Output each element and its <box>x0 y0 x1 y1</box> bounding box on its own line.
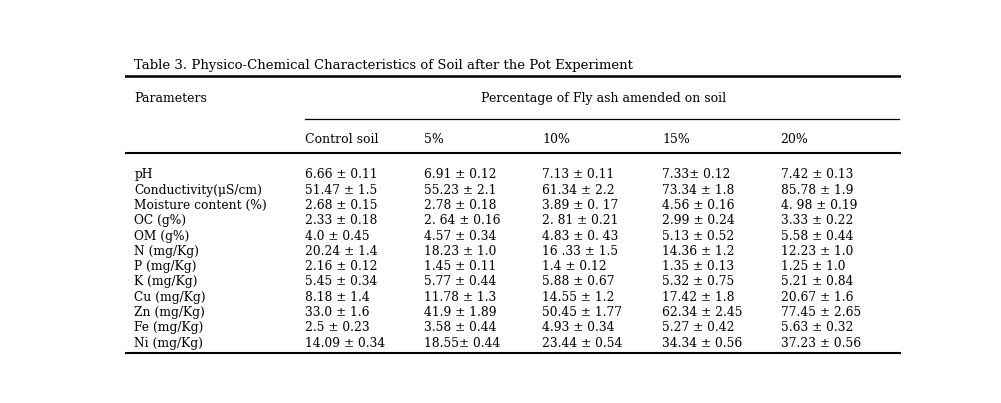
Text: 2.68 ± 0.15: 2.68 ± 0.15 <box>305 199 377 212</box>
Text: 37.23 ± 0.56: 37.23 ± 0.56 <box>781 337 861 349</box>
Text: 11.78 ± 1.3: 11.78 ± 1.3 <box>423 291 496 304</box>
Text: 2.33 ± 0.18: 2.33 ± 0.18 <box>305 214 377 227</box>
Text: 4.83 ± 0. 43: 4.83 ± 0. 43 <box>543 230 619 243</box>
Text: 5.21 ± 0.84: 5.21 ± 0.84 <box>781 275 853 289</box>
Text: 5.13 ± 0.52: 5.13 ± 0.52 <box>662 230 734 243</box>
Text: 2.16 ± 0.12: 2.16 ± 0.12 <box>305 260 377 273</box>
Text: 1.35 ± 0.13: 1.35 ± 0.13 <box>662 260 734 273</box>
Text: 4.56 ± 0.16: 4.56 ± 0.16 <box>662 199 735 212</box>
Text: 3.89 ± 0. 17: 3.89 ± 0. 17 <box>543 199 619 212</box>
Text: 5.63 ± 0.32: 5.63 ± 0.32 <box>781 321 853 334</box>
Text: 10%: 10% <box>543 133 571 146</box>
Text: 50.45 ± 1.77: 50.45 ± 1.77 <box>543 306 623 319</box>
Text: 5%: 5% <box>423 133 443 146</box>
Text: 15%: 15% <box>662 133 690 146</box>
Text: 77.45 ± 2.65: 77.45 ± 2.65 <box>781 306 861 319</box>
Text: OM (g%): OM (g%) <box>134 230 190 243</box>
Text: OC (g%): OC (g%) <box>134 214 186 227</box>
Text: 14.55 ± 1.2: 14.55 ± 1.2 <box>543 291 615 304</box>
Text: 3.33 ± 0.22: 3.33 ± 0.22 <box>781 214 853 227</box>
Text: 16 .33 ± 1.5: 16 .33 ± 1.5 <box>543 245 619 258</box>
Text: Conductivity(μS/cm): Conductivity(μS/cm) <box>134 184 262 197</box>
Text: Table 3. Physico-Chemical Characteristics of Soil after the Pot Experiment: Table 3. Physico-Chemical Characteristic… <box>134 58 634 72</box>
Text: K (mg/Kg): K (mg/Kg) <box>134 275 198 289</box>
Text: 5.32 ± 0.75: 5.32 ± 0.75 <box>662 275 734 289</box>
Text: 61.34 ± 2.2: 61.34 ± 2.2 <box>543 184 616 197</box>
Text: 5.58 ± 0.44: 5.58 ± 0.44 <box>781 230 853 243</box>
Text: 34.34 ± 0.56: 34.34 ± 0.56 <box>662 337 742 349</box>
Text: 1.45 ± 0.11: 1.45 ± 0.11 <box>423 260 496 273</box>
Text: 14.09 ± 0.34: 14.09 ± 0.34 <box>305 337 385 349</box>
Text: 18.55± 0.44: 18.55± 0.44 <box>423 337 500 349</box>
Text: 4. 98 ± 0.19: 4. 98 ± 0.19 <box>781 199 857 212</box>
Text: P (mg/Kg): P (mg/Kg) <box>134 260 197 273</box>
Text: Cu (mg/Kg): Cu (mg/Kg) <box>134 291 206 304</box>
Text: 18.23 ± 1.0: 18.23 ± 1.0 <box>423 245 496 258</box>
Text: 20.24 ± 1.4: 20.24 ± 1.4 <box>305 245 377 258</box>
Text: 4.93 ± 0.34: 4.93 ± 0.34 <box>543 321 615 334</box>
Text: 51.47 ± 1.5: 51.47 ± 1.5 <box>305 184 377 197</box>
Text: 12.23 ± 1.0: 12.23 ± 1.0 <box>781 245 853 258</box>
Text: 5.88 ± 0.67: 5.88 ± 0.67 <box>543 275 615 289</box>
Text: 4.57 ± 0.34: 4.57 ± 0.34 <box>423 230 496 243</box>
Text: 7.13 ± 0.11: 7.13 ± 0.11 <box>543 168 615 181</box>
Text: Parameters: Parameters <box>134 92 207 106</box>
Text: 5.77 ± 0.44: 5.77 ± 0.44 <box>423 275 496 289</box>
Text: 20%: 20% <box>781 133 809 146</box>
Text: 33.0 ± 1.6: 33.0 ± 1.6 <box>305 306 369 319</box>
Text: 23.44 ± 0.54: 23.44 ± 0.54 <box>543 337 623 349</box>
Text: 1.4 ± 0.12: 1.4 ± 0.12 <box>543 260 608 273</box>
Text: Ni (mg/Kg): Ni (mg/Kg) <box>134 337 203 349</box>
Text: 7.33± 0.12: 7.33± 0.12 <box>662 168 731 181</box>
Text: 2.78 ± 0.18: 2.78 ± 0.18 <box>423 199 496 212</box>
Text: 85.78 ± 1.9: 85.78 ± 1.9 <box>781 184 853 197</box>
Text: 2.5 ± 0.23: 2.5 ± 0.23 <box>305 321 369 334</box>
Text: 41.9 ± 1.89: 41.9 ± 1.89 <box>423 306 496 319</box>
Text: 1.25 ± 1.0: 1.25 ± 1.0 <box>781 260 845 273</box>
Text: 2. 64 ± 0.16: 2. 64 ± 0.16 <box>423 214 500 227</box>
Text: 73.34 ± 1.8: 73.34 ± 1.8 <box>662 184 735 197</box>
Text: Percentage of Fly ash amended on soil: Percentage of Fly ash amended on soil <box>481 92 727 106</box>
Text: 2. 81 ± 0.21: 2. 81 ± 0.21 <box>543 214 619 227</box>
Text: 5.45 ± 0.34: 5.45 ± 0.34 <box>305 275 377 289</box>
Text: 8.18 ± 1.4: 8.18 ± 1.4 <box>305 291 369 304</box>
Text: Moisture content (%): Moisture content (%) <box>134 199 267 212</box>
Text: 3.58 ± 0.44: 3.58 ± 0.44 <box>423 321 496 334</box>
Text: 6.66 ± 0.11: 6.66 ± 0.11 <box>305 168 377 181</box>
Text: 14.36 ± 1.2: 14.36 ± 1.2 <box>662 245 735 258</box>
Text: 5.27 ± 0.42: 5.27 ± 0.42 <box>662 321 735 334</box>
Text: N (mg/Kg): N (mg/Kg) <box>134 245 199 258</box>
Text: 7.42 ± 0.13: 7.42 ± 0.13 <box>781 168 853 181</box>
Text: Control soil: Control soil <box>305 133 378 146</box>
Text: 55.23 ± 2.1: 55.23 ± 2.1 <box>423 184 496 197</box>
Text: 4.0 ± 0.45: 4.0 ± 0.45 <box>305 230 369 243</box>
Text: pH: pH <box>134 168 153 181</box>
Text: 2.99 ± 0.24: 2.99 ± 0.24 <box>662 214 735 227</box>
Text: 17.42 ± 1.8: 17.42 ± 1.8 <box>662 291 735 304</box>
Text: 62.34 ± 2.45: 62.34 ± 2.45 <box>662 306 743 319</box>
Text: 20.67 ± 1.6: 20.67 ± 1.6 <box>781 291 853 304</box>
Text: Zn (mg/Kg): Zn (mg/Kg) <box>134 306 205 319</box>
Text: Fe (mg/Kg): Fe (mg/Kg) <box>134 321 204 334</box>
Text: 6.91 ± 0.12: 6.91 ± 0.12 <box>423 168 496 181</box>
